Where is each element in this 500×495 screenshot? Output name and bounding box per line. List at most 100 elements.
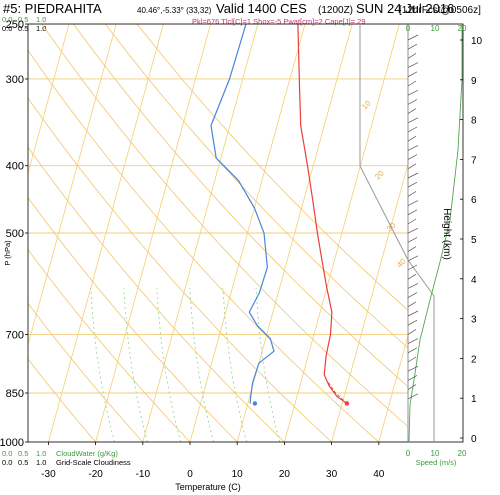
wind-barb: [407, 365, 419, 372]
wind-barb: [407, 384, 417, 390]
wind-barb: [407, 338, 419, 344]
wind-barb: [407, 163, 417, 170]
wind-profile-panel: [359, 24, 463, 443]
wind-barb: [407, 283, 419, 289]
speed-axis: 0 10 20 0 10 20: [406, 24, 467, 458]
dewpoint-trace: [210, 24, 275, 404]
wind-barb: [407, 99, 418, 105]
wind-barb: [407, 292, 418, 298]
wind-barb: [407, 356, 417, 363]
isotherm-line: [378, 334, 408, 442]
wind-barb: [407, 218, 417, 225]
wind-barb: [407, 347, 418, 354]
speed-axis-label: Speed (m/s): [416, 458, 457, 467]
height-tick-label: 10: [471, 36, 483, 47]
height-tick-label: 1: [471, 394, 477, 405]
height-tick-label: 0: [471, 434, 477, 445]
height-tick-label: 4: [471, 275, 477, 286]
wind-barb: [407, 209, 418, 216]
wind-barb: [407, 117, 419, 124]
temperature-tick-label: 20: [279, 469, 291, 480]
station-coords: 40.46°,-5.33° (33,32): [137, 6, 212, 15]
speed-tick-label: 10: [431, 449, 440, 458]
wind-barb: [407, 375, 418, 381]
pressure-tick-label: 250: [6, 19, 24, 31]
wind-barb: [407, 393, 419, 400]
temperature-axis: -30 -20 -10 0 10 20 30 40: [41, 442, 385, 480]
isotherm-line: [95, 24, 211, 442]
isotherm-label: 40: [395, 256, 408, 269]
dry-adiabat-line: [28, 97, 332, 442]
isotherm-line: [142, 24, 259, 442]
wind-barb: [407, 301, 417, 308]
top-green-2: 1.0: [36, 15, 46, 24]
cw-val-2: 1.0: [36, 449, 46, 458]
mixing-ratio-line: [189, 287, 214, 442]
wind-barb: [407, 319, 418, 326]
height-tick-label: 3: [471, 315, 477, 326]
height-tick-label: 7: [471, 155, 477, 166]
cloudwater-label: CloudWater (g/Kg): [56, 449, 118, 458]
wind-barb: [407, 181, 418, 188]
temperature-tick-label: 30: [326, 469, 338, 480]
mixing-ratio-line: [156, 287, 181, 442]
wind-barb: [407, 62, 419, 68]
top-green-1: 0.5: [18, 15, 28, 24]
dry-adiabat-line: [28, 196, 238, 442]
stability-indices: Pkl=676 Tlcl[C]=1 Shox=-5 Pwat[cm]=2 Cap…: [192, 17, 366, 26]
station-title: #5: PIEDRAHITA: [3, 1, 102, 16]
temperature-tick-label: 10: [232, 469, 244, 480]
wind-barb: [407, 53, 417, 59]
height-tick-label: 8: [471, 116, 477, 127]
wind-barb: [407, 273, 417, 280]
pressure-tick-label: 700: [6, 329, 24, 341]
top-black-0: 0.0: [2, 24, 12, 33]
wind-barb: [407, 108, 417, 114]
wind-barb: [407, 237, 418, 243]
isotherm-label: 20: [373, 168, 386, 181]
mixing-ratio-line: [255, 287, 281, 442]
parcel-trace: [327, 381, 348, 404]
wind-barb: [407, 246, 417, 252]
wind-barb: [407, 89, 419, 96]
wind-barb: [407, 255, 419, 262]
valid-time: Valid 1400 CES: [216, 1, 307, 16]
dewpoint-surface-marker: [252, 401, 258, 406]
wind-speed-curve: [408, 24, 463, 443]
speed-tick-label: 0: [406, 449, 411, 458]
wind-barb: [407, 310, 419, 317]
thermo-grid: [28, 24, 408, 442]
isotherm-label: 10: [360, 98, 373, 111]
cw-val-1: 0.5: [18, 449, 28, 458]
wind-barb: [407, 71, 418, 78]
speed-top-tick-label: 10: [431, 24, 440, 33]
wind-barb: [407, 154, 418, 160]
dry-adiabat-line: [41, 24, 408, 428]
mixing-ratio-line: [222, 287, 247, 442]
isotherm-line: [28, 24, 70, 175]
pressure-tick-label: 1000: [0, 437, 24, 449]
height-axis-label: Height (km): [441, 208, 452, 260]
dry-adiabat-line: [28, 146, 285, 442]
dry-adiabat-line: [28, 49, 380, 442]
temperature-surface-marker: [344, 401, 350, 406]
wind-barb: [407, 34, 419, 41]
wind-barb: [407, 172, 419, 179]
dry-adiabat-line: [104, 24, 408, 349]
mixing-ratio-line: [123, 287, 148, 442]
speed-tick-label: 20: [458, 449, 467, 458]
pressure-tick-label: 400: [6, 161, 24, 173]
dry-adiabat-line: [136, 24, 408, 311]
height-tick-label: 9: [471, 76, 477, 87]
dry-adiabat-line: [28, 302, 144, 442]
temperature-tick-label: 40: [373, 469, 385, 480]
bottom-legend: 0.0 0.5 1.0 CloudWater (g/Kg) 0.0 0.5 1.…: [2, 449, 131, 467]
wind-barb: [407, 264, 418, 271]
sounding-traces: [210, 24, 350, 406]
pressure-axis: 250 300 400 500 700 850 1000: [0, 19, 28, 449]
pressure-tick-label: 850: [6, 388, 24, 400]
top-black-2: 1.0: [36, 24, 46, 33]
temperature-tick-label: 0: [187, 469, 193, 480]
terrain-outline: [359, 24, 435, 442]
top-black-1: 0.5: [18, 24, 28, 33]
